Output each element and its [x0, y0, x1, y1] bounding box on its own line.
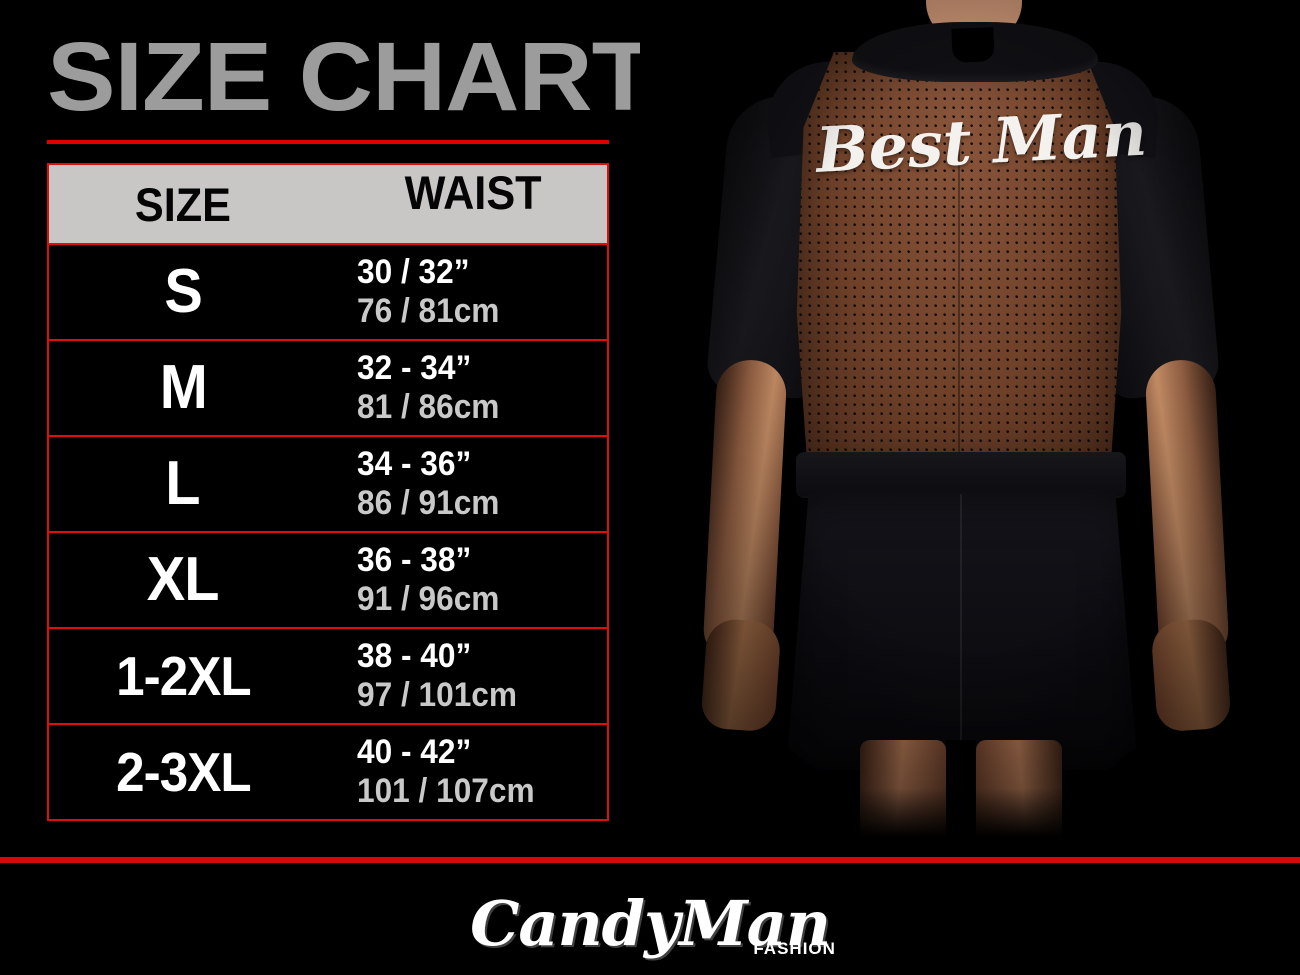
waist-inches: 32 - 34” — [356, 349, 472, 388]
size-chart-table: SIZE WAIST S 30 / 32” 76 / 81cm M 32 - 3… — [47, 163, 609, 821]
brand-logo: CandyMan FASHION — [0, 872, 1300, 975]
product-photo: Best Man — [640, 0, 1300, 858]
size-value: 2-3XL — [115, 740, 252, 803]
table-header-row: SIZE WAIST — [49, 165, 607, 243]
column-header-waist: WAIST — [404, 166, 542, 219]
waist-centimeters: 76 / 81cm — [356, 292, 500, 330]
footer-divider — [0, 857, 1300, 863]
brand-subtitle: FASHION — [753, 938, 836, 958]
waist-inches: 30 / 32” — [356, 253, 470, 292]
table-row: L 34 - 36” 86 / 91cm — [49, 435, 607, 531]
table-row: XL 36 - 38” 91 / 96cm — [49, 531, 607, 627]
waist-centimeters: 97 / 101cm — [356, 676, 517, 714]
page-title: SIZE CHART — [47, 22, 654, 131]
photo-vignette — [640, 0, 1300, 858]
photo-bottom-fade — [640, 788, 1300, 858]
table-row: S 30 / 32” 76 / 81cm — [49, 243, 607, 339]
size-value: L — [165, 449, 201, 518]
waist-inches: 34 - 36” — [356, 445, 472, 484]
cell-waist: 40 - 42” 101 / 107cm — [317, 725, 607, 819]
waist-inches: 38 - 40” — [356, 637, 472, 676]
cell-waist: 30 / 32” 76 / 81cm — [317, 245, 607, 339]
size-value: XL — [147, 545, 220, 614]
cell-waist: 36 - 38” 91 / 96cm — [317, 533, 607, 627]
waist-centimeters: 86 / 91cm — [356, 484, 500, 522]
table-row: M 32 - 34” 81 / 86cm — [49, 339, 607, 435]
table-row: 1-2XL 38 - 40” 97 / 101cm — [49, 627, 607, 723]
table-row: 2-3XL 40 - 42” 101 / 107cm — [49, 723, 607, 819]
waist-centimeters: 91 / 96cm — [356, 580, 500, 618]
cell-size: M — [49, 341, 317, 435]
title-underline — [47, 140, 609, 144]
cell-size: 2-3XL — [49, 725, 317, 819]
cell-size: L — [49, 437, 317, 531]
size-value: S — [164, 257, 202, 326]
cell-waist: 32 - 34” 81 / 86cm — [317, 341, 607, 435]
waist-centimeters: 81 / 86cm — [356, 388, 500, 426]
waist-inches: 36 - 38” — [356, 541, 472, 580]
size-chart-panel: SIZE CHART SIZE WAIST S 30 / 32” 76 / 81… — [0, 0, 654, 858]
cell-size: XL — [49, 533, 317, 627]
waist-centimeters: 101 / 107cm — [356, 772, 535, 810]
brand-name: CandyMan — [470, 886, 831, 960]
cell-waist: 34 - 36” 86 / 91cm — [317, 437, 607, 531]
cell-size: S — [49, 245, 317, 339]
waist-inches: 40 - 42” — [356, 733, 472, 772]
size-value: M — [159, 353, 207, 422]
cell-waist: 38 - 40” 97 / 101cm — [317, 629, 607, 723]
cell-size: 1-2XL — [49, 629, 317, 723]
column-header-size: SIZE — [134, 177, 231, 231]
size-value: 1-2XL — [115, 644, 252, 707]
